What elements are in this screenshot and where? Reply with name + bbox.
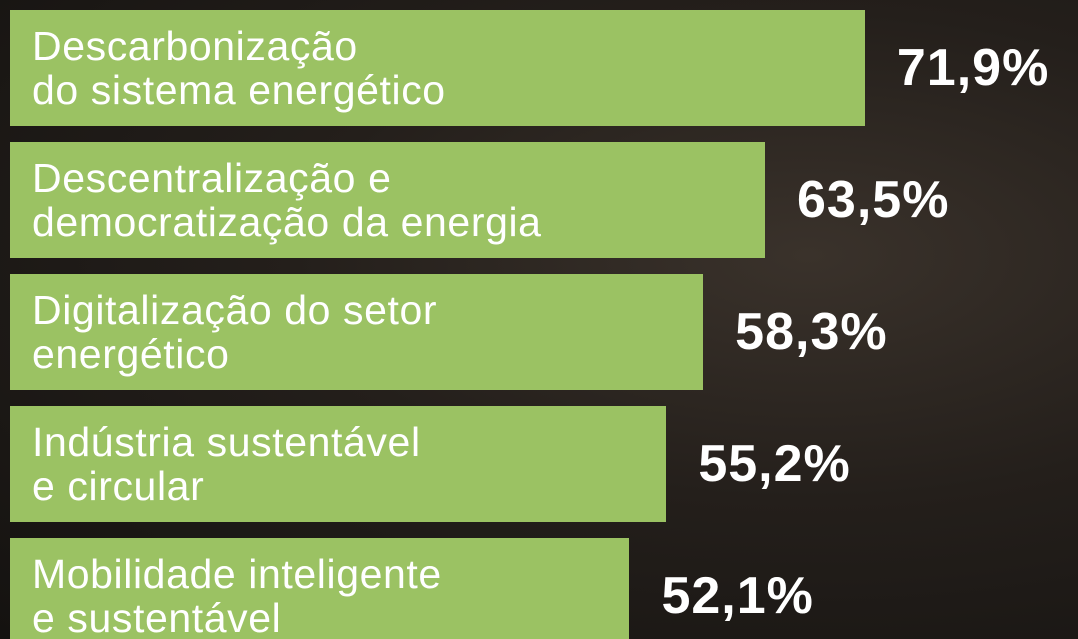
- category-label: Descarbonização do sistema energético: [32, 23, 446, 113]
- value-label: 58,3%: [735, 303, 888, 361]
- bar: Mobilidade inteligente e sustentável: [10, 538, 630, 639]
- value-label: 71,9%: [896, 39, 1050, 97]
- value-label: 52,1%: [661, 567, 814, 625]
- bar: Descarbonização do sistema energético: [10, 10, 865, 126]
- category-label: Mobilidade inteligente e sustentável: [32, 551, 442, 639]
- bar: Descentralização e democratização da ene…: [10, 142, 765, 258]
- category-label: Indústria sustentável e circular: [32, 419, 421, 509]
- bar: Digitalização do setor energético: [10, 274, 704, 390]
- category-label: Descentralização e democratização da ene…: [32, 155, 542, 245]
- value-label: 55,2%: [698, 435, 851, 493]
- value-label: 63,5%: [797, 171, 950, 229]
- category-label: Digitalização do setor energético: [32, 287, 438, 377]
- bar: Indústria sustentável e circular: [10, 406, 667, 522]
